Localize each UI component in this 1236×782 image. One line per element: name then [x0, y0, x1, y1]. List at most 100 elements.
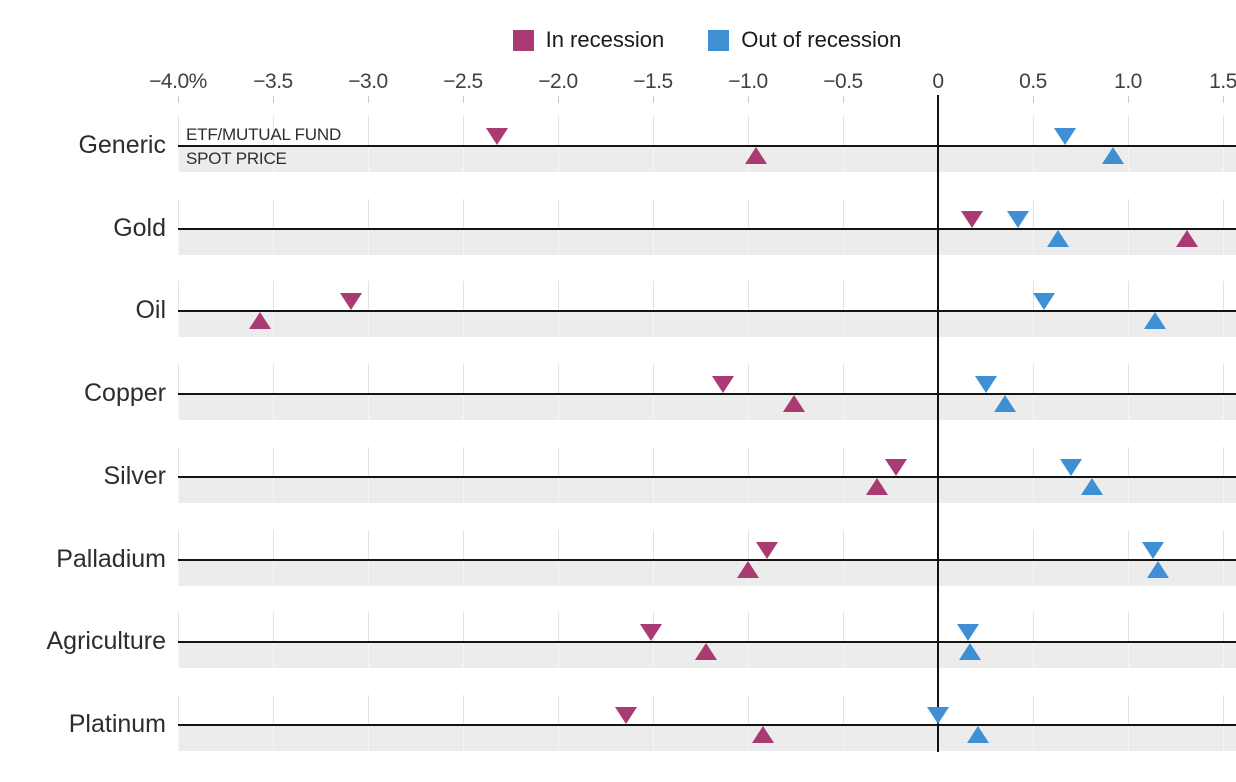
axis-tick-mark [273, 96, 274, 103]
gridline [273, 612, 274, 668]
gridline [273, 695, 274, 751]
axis-tick-label--1: −1.0 [728, 70, 768, 93]
row-label-palladium: Palladium [56, 545, 166, 573]
spot-price-band [178, 561, 1236, 586]
gridline [558, 695, 559, 751]
gridline [1223, 612, 1224, 668]
spot-price-band [178, 395, 1236, 420]
gridline [843, 530, 844, 586]
legend-swatch-in-recession [512, 29, 534, 51]
gridline [1128, 116, 1129, 172]
gridline [273, 447, 274, 503]
triangle-down-marker-in-recession-etf-mutual-fund [961, 211, 984, 228]
band-label-spot-price: SPOT PRICE [186, 149, 287, 168]
row-panel-oil [178, 281, 1236, 337]
triangle-down-marker-out-of-recession-etf-mutual-fund [927, 707, 949, 724]
gridline [843, 612, 844, 668]
axis-tick-mark [1223, 96, 1224, 103]
axis-tick-label--1.5: −1.5 [633, 70, 673, 93]
row-baseline [178, 641, 1236, 643]
gridline [273, 281, 274, 337]
axis-tick-mark [1128, 96, 1129, 103]
gridline [748, 199, 749, 255]
legend-label-in-recession: In recession [545, 27, 665, 52]
zero-axis-line [937, 95, 939, 752]
axis-tick-mark [653, 96, 654, 103]
gridline [1223, 281, 1224, 337]
gridline [463, 364, 464, 420]
gridline [1128, 612, 1129, 668]
triangle-down-marker-out-of-recession-etf-mutual-fund [957, 624, 980, 641]
axis-tick-mark [748, 96, 749, 103]
triangle-up-marker-out-of-recession-spot-price [993, 395, 1016, 412]
row-panel-platinum [178, 695, 1236, 751]
row-baseline [178, 476, 1236, 478]
gridline [1033, 447, 1034, 503]
gridline [558, 281, 559, 337]
triangle-up-marker-out-of-recession-spot-price [1080, 478, 1103, 495]
gridline [273, 199, 274, 255]
row-label-generic: Generic [78, 131, 166, 159]
gridline [653, 364, 654, 420]
axis-tick-mark [1033, 96, 1034, 103]
row-baseline [178, 559, 1236, 561]
triangle-up-marker-out-of-recession-spot-price [966, 726, 989, 743]
axis-tick-label--4: −4.0% [149, 70, 207, 93]
row-panel-silver [178, 447, 1236, 503]
row-label-silver: Silver [103, 462, 166, 490]
spot-price-band [178, 312, 1236, 337]
gridline [748, 281, 749, 337]
legend-swatch-out-of-recession [708, 29, 730, 51]
gridline [558, 364, 559, 420]
triangle-up-marker-in-recession-spot-price [752, 726, 775, 743]
axis-tick-label--2: −2.0 [538, 70, 578, 93]
legend-item-out-of-recession: Out of recession [708, 27, 901, 53]
spot-price-band [178, 726, 1236, 751]
row-baseline [178, 393, 1236, 395]
gridline [368, 199, 369, 255]
triangle-up-marker-in-recession-spot-price [737, 561, 759, 578]
triangle-up-marker-in-recession-spot-price [744, 147, 767, 164]
row-baseline [178, 145, 1236, 147]
row-panel-palladium [178, 530, 1236, 586]
gridline [558, 530, 559, 586]
triangle-down-marker-in-recession-etf-mutual-fund [615, 707, 638, 724]
axis-tick-label--2.5: −2.5 [443, 70, 483, 93]
axis-tick-label-0.5: 0.5 [1019, 70, 1047, 93]
gridline [1033, 695, 1034, 751]
gridline [843, 199, 844, 255]
triangle-up-marker-in-recession-spot-price [866, 478, 889, 495]
triangle-up-marker-out-of-recession-spot-price [959, 643, 982, 660]
gridline [463, 199, 464, 255]
gridline [463, 116, 464, 172]
gridline [748, 364, 749, 420]
gridline [178, 281, 179, 337]
axis-tick-mark [843, 96, 844, 103]
triangle-down-marker-out-of-recession-etf-mutual-fund [1054, 128, 1077, 145]
triangle-down-marker-in-recession-etf-mutual-fund [640, 624, 663, 641]
gridline [558, 612, 559, 668]
row-panel-copper [178, 364, 1236, 420]
legend-item-in-recession: In recession [512, 27, 665, 53]
gridline [748, 116, 749, 172]
row-baseline [178, 724, 1236, 726]
gridline [558, 116, 559, 172]
gridline [843, 447, 844, 503]
gridline [178, 199, 179, 255]
gridline [368, 281, 369, 337]
gridline [1223, 116, 1224, 172]
triangle-down-marker-in-recession-etf-mutual-fund [486, 128, 509, 145]
gridline [1128, 281, 1129, 337]
gridline [653, 199, 654, 255]
gridline [1128, 695, 1129, 751]
gridline [653, 530, 654, 586]
triangle-up-marker-in-recession-spot-price [1175, 230, 1198, 247]
gridline [748, 695, 749, 751]
band-label-etf-mutual-fund: ETF/MUTUAL FUND [186, 125, 342, 144]
gridline [273, 116, 274, 172]
legend: In recession Out of recession [178, 27, 1236, 53]
gridline [463, 530, 464, 586]
triangle-up-marker-out-of-recession-spot-price [1101, 147, 1124, 164]
axis-tick-label--3.5: −3.5 [253, 70, 293, 93]
row-panel-agriculture [178, 612, 1236, 668]
